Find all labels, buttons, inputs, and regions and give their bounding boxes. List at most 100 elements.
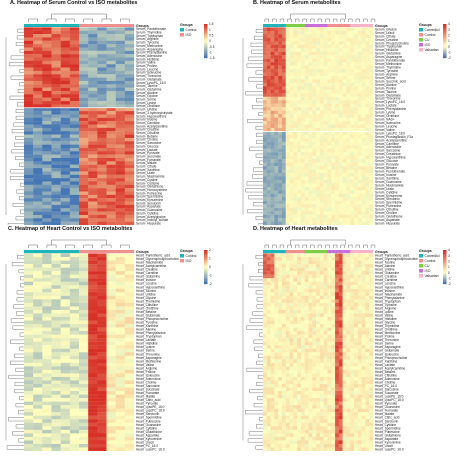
heatmap-cell — [331, 264, 335, 268]
heatmap-cell — [320, 345, 324, 349]
heatmap-cell — [327, 285, 331, 289]
heatmap-cell — [327, 79, 331, 83]
heatmap-cell — [290, 180, 294, 184]
heatmap-cell — [52, 373, 61, 377]
heatmap-cell — [362, 159, 366, 163]
heatmap-cell — [312, 121, 316, 125]
heatmap-cell — [343, 335, 347, 339]
heatmap-cell — [52, 388, 61, 392]
color-scale-step — [204, 27, 208, 29]
heatmap-cell — [365, 257, 369, 261]
heatmap-cell — [305, 66, 309, 70]
heatmap-cell — [282, 194, 286, 198]
heatmap-cell — [52, 84, 61, 88]
heatmap-cell — [305, 423, 309, 427]
group-bar-cell — [327, 24, 331, 27]
dendrogram-branch — [246, 92, 263, 95]
heatmap-cell — [309, 156, 313, 160]
heatmap-cell — [70, 423, 79, 427]
heatmap-cell — [339, 373, 343, 377]
group-bar-cell — [312, 24, 316, 27]
heatmap-cell — [335, 135, 339, 139]
heatmap-cell — [316, 34, 320, 38]
heatmap-cell — [362, 100, 366, 104]
heatmap-cell — [343, 416, 347, 420]
heatmap-cell — [271, 104, 275, 108]
heatmap-cell — [88, 84, 97, 88]
heatmap-cell — [24, 324, 33, 328]
heatmap-cell — [358, 303, 362, 307]
heatmap-cell — [267, 264, 271, 268]
heatmap-cell — [301, 97, 305, 101]
heatmap-cell — [331, 41, 335, 45]
dendrogram-branch — [256, 255, 263, 259]
heatmap-cell — [316, 170, 320, 174]
heatmap-cell — [324, 104, 328, 108]
heatmap-cell — [331, 208, 335, 212]
heatmap-cell — [278, 69, 282, 73]
heatmap-cell — [327, 409, 331, 413]
heatmap-cell — [286, 366, 290, 370]
heatmap-cell — [335, 359, 339, 363]
heatmap-cell — [293, 299, 297, 303]
heatmap-cell — [107, 321, 116, 325]
heatmap-cell — [267, 152, 271, 156]
heatmap-cell — [42, 74, 51, 78]
heatmap-cell — [327, 338, 331, 342]
heatmap-cell — [107, 391, 116, 395]
heatmap-cell — [286, 166, 290, 170]
heatmap-cell — [70, 257, 79, 261]
heatmap-cell — [327, 55, 331, 59]
heatmap-cell — [271, 180, 275, 184]
heatmap-cell — [61, 416, 70, 420]
heatmap-cell — [97, 165, 106, 169]
heatmap-cell — [358, 27, 362, 31]
heatmap-cell — [125, 306, 134, 310]
heatmap-cell — [274, 296, 278, 300]
heatmap-cell — [88, 254, 97, 258]
heatmap-cell — [324, 285, 328, 289]
heatmap-cell — [24, 342, 33, 346]
row-labels: GroupsSerum_PantothenateSerum_ThymidineS… — [136, 24, 173, 225]
dendrogram-branch — [280, 245, 284, 248]
heatmap-cell — [274, 93, 278, 97]
heatmap-cell — [309, 187, 313, 191]
heatmap-cell — [358, 419, 362, 423]
heatmap-cell — [305, 142, 309, 146]
heatmap-cell — [52, 310, 61, 314]
group-bar-cell — [286, 24, 290, 27]
heatmap-cell — [362, 173, 366, 177]
heatmap-cell — [52, 171, 61, 175]
heatmap-cell — [339, 363, 343, 367]
heatmap-cell — [305, 377, 309, 381]
heatmap-cell — [365, 405, 369, 409]
heatmap-cell — [362, 131, 366, 135]
heatmap-cell — [335, 338, 339, 342]
heatmap-cell — [297, 395, 301, 399]
heatmap-cell — [301, 48, 305, 52]
heatmap-cell — [312, 156, 316, 160]
heatmap-cell — [24, 306, 33, 310]
heatmap-cell — [354, 97, 358, 101]
heatmap-cell — [24, 366, 33, 370]
heatmap-cell — [88, 328, 97, 332]
heatmap-cell — [293, 395, 297, 399]
heatmap-cell — [116, 185, 125, 189]
heatmap-cell — [301, 317, 305, 321]
heatmap-cell — [274, 419, 278, 423]
heatmap-cell — [343, 190, 347, 194]
heatmap-cell — [316, 296, 320, 300]
heatmap-cell — [297, 180, 301, 184]
heatmap-cell — [70, 68, 79, 72]
group-bar-cell — [97, 24, 106, 27]
heatmap-cell — [88, 145, 97, 149]
heatmap-cell — [339, 419, 343, 423]
heatmap-cell — [125, 198, 134, 202]
heatmap-cell — [271, 419, 275, 423]
heatmap-cell — [301, 201, 305, 205]
heatmap-cell — [290, 384, 294, 388]
heatmap-cell — [274, 111, 278, 115]
heatmap-cell — [358, 31, 362, 35]
heatmap-cell — [343, 152, 347, 156]
